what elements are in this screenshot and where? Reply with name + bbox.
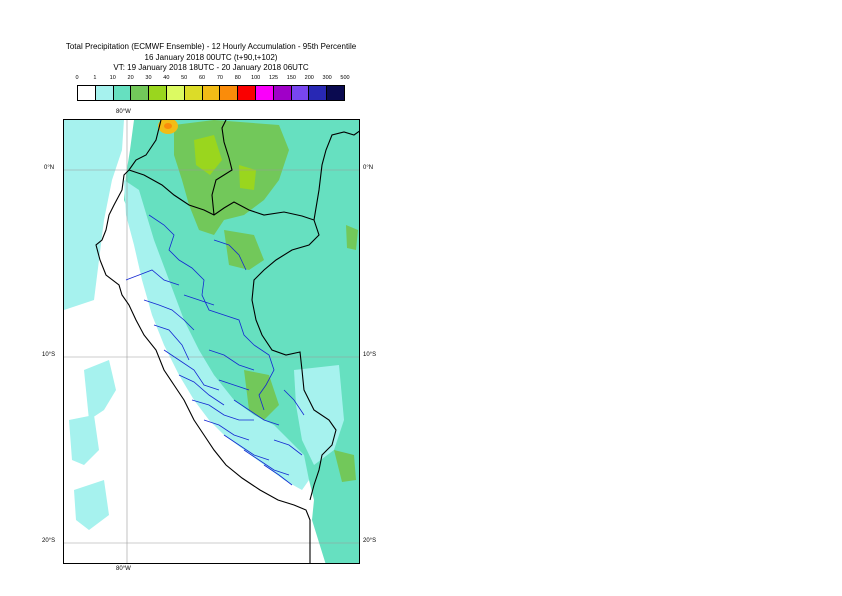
eastern-light-patch — [294, 365, 344, 465]
legend-label-5: 40 — [163, 75, 170, 81]
legend-label-4: 30 — [145, 75, 152, 81]
map-title: Total Precipitation (ECMWF Ensemble) - 1… — [65, 42, 357, 51]
legend-swatch-6 — [184, 86, 203, 100]
legend-swatch-4 — [149, 86, 167, 100]
peak-precip-core — [164, 123, 172, 129]
legend-label-7: 60 — [199, 75, 206, 81]
ocean-light-field — [64, 120, 124, 530]
legend-label-0: 0 — [75, 75, 79, 81]
legend-label-3: 20 — [127, 75, 134, 81]
legend-swatch-12 — [291, 86, 310, 100]
very-heavy-spot-north — [194, 135, 256, 190]
legend-label-1: 1 — [93, 75, 97, 81]
legend-label-2: 10 — [109, 75, 116, 81]
legend-swatch-9 — [238, 86, 256, 100]
lat-label-left-10s: 10°S — [42, 352, 56, 358]
coastal-light-band — [124, 180, 309, 490]
coastline — [95, 120, 311, 563]
precipitation-map — [63, 119, 360, 564]
legend-threshold-labels: 0 1 10 20 30 40 50 60 70 80 100 125 150 200 300 500 — [75, 75, 357, 85]
color-legend: 0 1 10 20 30 40 50 60 70 80 100 125 150 200 300 500 — [75, 75, 357, 101]
heavy-precip-andes — [224, 225, 358, 482]
legend-label-8: 70 — [216, 75, 223, 81]
lon-label-bottom: 80°W — [116, 566, 131, 572]
lat-label-right-20s: 20°S — [363, 538, 377, 544]
legend-label-15: 500 — [340, 75, 350, 81]
legend-swatch-10 — [255, 86, 274, 100]
legend-label-13: 200 — [304, 75, 314, 81]
legend-swatch-3 — [131, 86, 150, 100]
legend-swatch-0 — [78, 86, 96, 100]
department-boundaries — [125, 214, 305, 486]
legend-swatch-1 — [95, 86, 114, 100]
map-svg — [64, 120, 359, 563]
legend-color-bar — [77, 85, 345, 101]
country-borders — [128, 120, 359, 501]
legend-label-12: 150 — [286, 75, 296, 81]
lat-label-left-0: 0°N — [44, 165, 55, 171]
lon-label-top: 80°W — [116, 109, 131, 115]
legend-swatch-14 — [327, 86, 344, 100]
lat-label-left-20s: 20°S — [42, 538, 56, 544]
legend-label-9: 80 — [234, 75, 241, 81]
map-valid-time: VT: 19 January 2018 18UTC - 20 January 2… — [113, 63, 309, 72]
lat-label-right-10s: 10°S — [363, 352, 377, 358]
legend-label-10: 100 — [251, 75, 261, 81]
map-base-time: 16 January 2018 00UTC (t+90,t+102) — [144, 52, 278, 62]
legend-swatch-8 — [220, 86, 239, 100]
lat-label-right-0: 0°N — [363, 165, 374, 171]
legend-label-6: 50 — [181, 75, 188, 81]
legend-swatch-5 — [166, 86, 185, 100]
legend-swatch-2 — [113, 86, 132, 100]
legend-swatch-7 — [202, 86, 221, 100]
legend-label-11: 125 — [268, 75, 279, 81]
legend-swatch-11 — [273, 86, 292, 100]
legend-label-14: 300 — [322, 75, 332, 81]
map-title-block: Total Precipitation (ECMWF Ensemble) - 1… — [0, 42, 422, 74]
legend-swatch-13 — [309, 86, 328, 100]
